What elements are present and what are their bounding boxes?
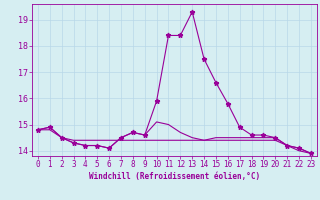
X-axis label: Windchill (Refroidissement éolien,°C): Windchill (Refroidissement éolien,°C)	[89, 172, 260, 181]
